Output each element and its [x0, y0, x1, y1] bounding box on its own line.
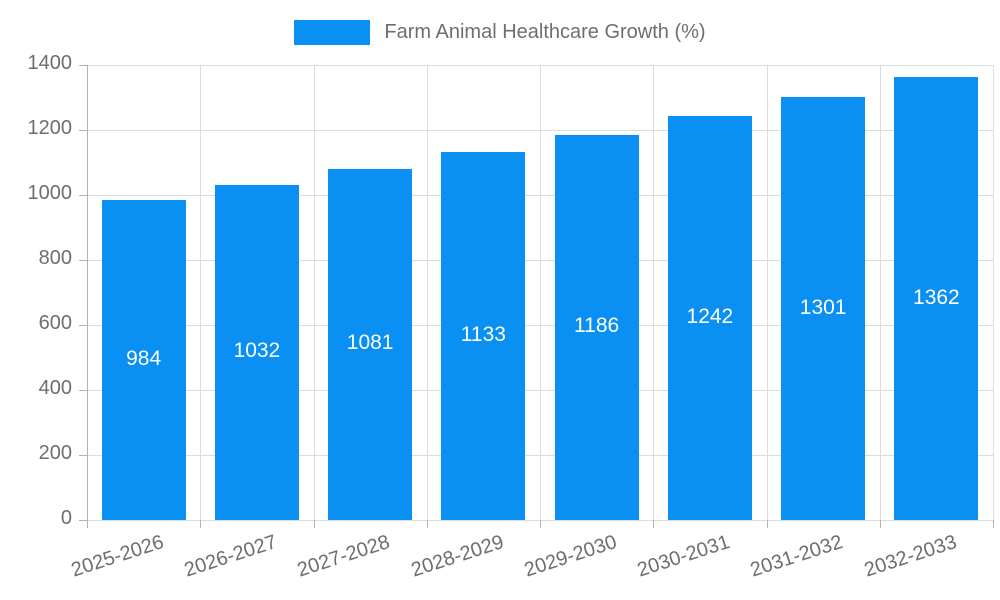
y-axis-tick-label: 600	[38, 312, 72, 334]
x-axis-tick-label: 2030-2031	[634, 531, 733, 582]
y-axis-tick	[79, 260, 87, 261]
gridline-vertical	[879, 65, 881, 520]
y-axis-tick	[79, 130, 87, 131]
legend[interactable]: Farm Animal Healthcare Growth (%)	[0, 19, 1000, 46]
y-axis-tick	[79, 325, 87, 326]
y-axis-tick	[79, 455, 87, 456]
bar[interactable]	[554, 134, 639, 520]
gridline-vertical	[653, 65, 655, 520]
bar[interactable]	[101, 200, 186, 520]
x-axis-tick-label: 2029-2030	[521, 531, 620, 582]
x-axis-tick	[313, 520, 315, 528]
x-axis-tick	[993, 520, 994, 528]
y-axis-tick-label: 1200	[27, 117, 73, 139]
gridline-vertical	[540, 65, 541, 520]
y-axis-tick-label: 1400	[27, 52, 73, 74]
y-axis-tick-label: 0	[60, 507, 72, 529]
x-axis-tick	[766, 520, 768, 528]
bar[interactable]	[328, 168, 413, 520]
bar-value-label: 1081	[346, 331, 394, 355]
y-axis-tick	[79, 390, 87, 391]
gridline-vertical	[200, 65, 202, 520]
gridline-vertical	[993, 65, 994, 520]
y-axis-tick-label: 200	[38, 442, 72, 464]
x-axis-tick	[879, 520, 881, 528]
y-axis-line	[87, 65, 88, 520]
x-axis-tick-label: 2027-2028	[295, 531, 393, 582]
gridline-vertical	[426, 65, 428, 520]
bar-value-label: 1301	[799, 295, 847, 319]
bar[interactable]	[667, 116, 752, 520]
y-axis-tick-label: 800	[38, 247, 72, 269]
x-axis-tick	[653, 520, 655, 528]
bar[interactable]	[894, 77, 979, 520]
x-axis-tick	[426, 520, 428, 528]
x-axis-tick-label: 2028-2029	[408, 531, 507, 582]
bar-value-label: 1032	[233, 339, 281, 363]
y-axis-tick-label: 1000	[27, 182, 73, 204]
legend-swatch[interactable]	[294, 20, 371, 45]
y-axis-tick	[79, 65, 87, 66]
gridline-vertical	[766, 65, 768, 520]
x-axis-tick	[87, 520, 88, 528]
gridline-vertical	[313, 65, 315, 520]
y-axis-tick-label: 400	[38, 377, 72, 399]
bar-value-label: 1133	[460, 322, 506, 346]
y-axis-tick	[79, 195, 87, 196]
bar[interactable]	[214, 184, 299, 520]
bar-value-label: 1242	[686, 305, 734, 329]
x-axis-tick-label: 2031-2032	[748, 531, 846, 582]
bar[interactable]	[781, 97, 866, 520]
bar-value-label: 984	[126, 347, 162, 371]
bar-value-label: 1362	[913, 285, 960, 309]
legend-label: Farm Animal Healthcare Growth (%)	[384, 21, 706, 43]
x-axis-tick-label: 2025-2026	[68, 531, 167, 582]
y-axis-tick	[79, 520, 87, 521]
x-axis-tick-label: 2026-2027	[181, 531, 280, 582]
x-axis-tick	[200, 520, 202, 528]
bar-value-label: 1186	[574, 314, 620, 338]
x-axis-tick	[540, 520, 541, 528]
bar[interactable]	[441, 151, 526, 520]
x-axis-tick-label: 2032-2033	[861, 531, 960, 582]
